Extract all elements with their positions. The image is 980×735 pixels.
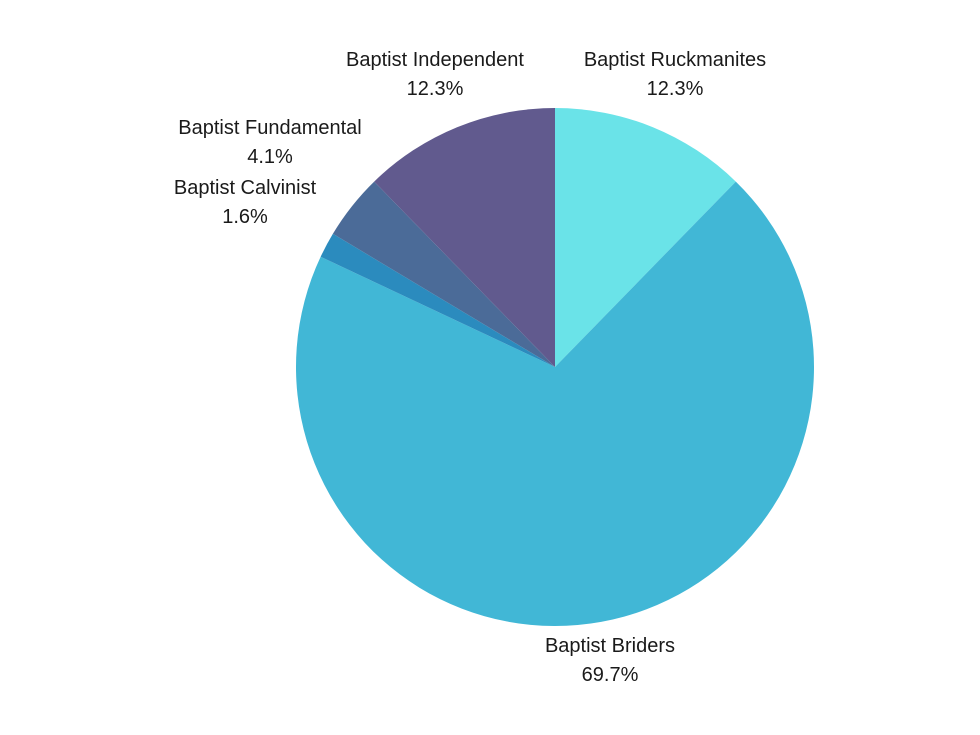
slice-name-label: Baptist Independent	[346, 49, 524, 71]
pie-slice-baptist-ruckmanites	[555, 108, 736, 367]
slice-name-label: Baptist Fundamental	[178, 117, 362, 139]
slice-name-label: Baptist Calvinist	[173, 177, 317, 199]
slice-label-baptist-calvinist: Baptist Calvinist 1.6%	[140, 174, 350, 232]
slice-value-label: 12.3%	[646, 78, 704, 100]
slice-label-baptist-independent: Baptist Independent 12.3%	[315, 46, 555, 104]
pie-slice-baptist-independent	[374, 108, 555, 367]
slice-label-baptist-fundamental: Baptist Fundamental 4.1%	[150, 114, 390, 172]
slice-value-label: 4.1%	[247, 146, 293, 168]
pie-slice-baptist-calvinist	[320, 233, 555, 367]
slice-value-label: 12.3%	[406, 78, 464, 100]
slice-name-label: Baptist Ruckmanites	[583, 49, 767, 71]
slice-value-label: 1.6%	[222, 206, 268, 228]
slice-value-label: 69.7%	[581, 664, 639, 686]
slice-name-label: Baptist Briders	[544, 635, 676, 657]
slice-label-baptist-ruckmanites: Baptist Ruckmanites 12.3%	[555, 46, 795, 104]
slice-label-baptist-briders: Baptist Briders 69.7%	[500, 632, 720, 690]
pie-slice-baptist-briders	[295, 181, 814, 626]
pie-slice-baptist-fundamental	[332, 181, 555, 367]
